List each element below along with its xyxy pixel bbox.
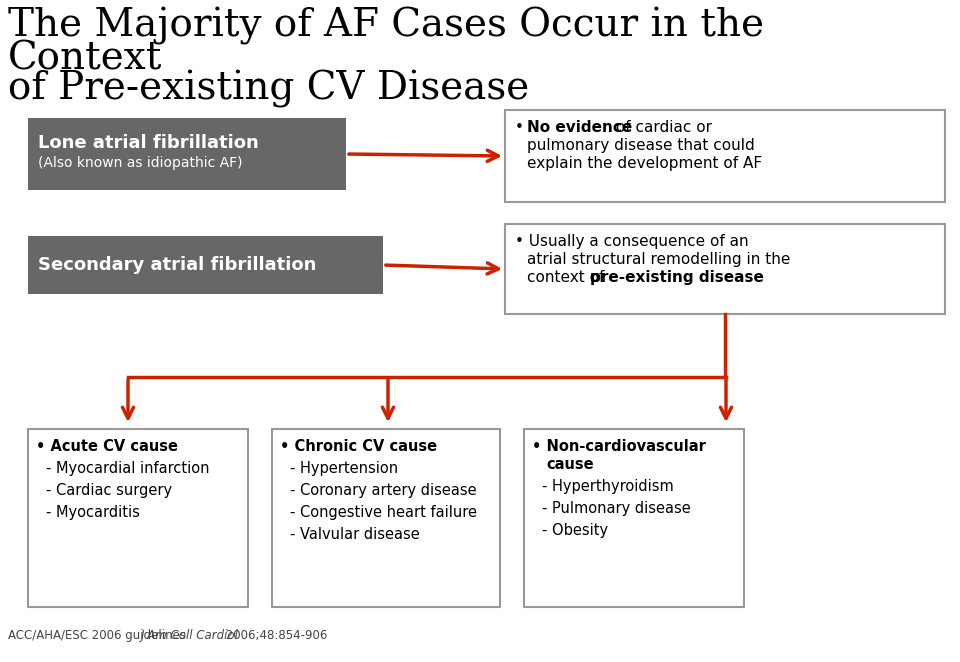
Text: •: • (515, 120, 529, 135)
Text: • Non-cardiovascular: • Non-cardiovascular (532, 439, 706, 454)
Text: - Coronary artery disease: - Coronary artery disease (290, 483, 476, 498)
Text: explain the development of AF: explain the development of AF (527, 156, 762, 171)
Text: - Obesity: - Obesity (542, 523, 608, 538)
Text: The Majority of AF Cases Occur in the: The Majority of AF Cases Occur in the (8, 7, 764, 45)
Text: - Hypertension: - Hypertension (290, 461, 398, 476)
Text: pre-existing disease: pre-existing disease (590, 270, 764, 285)
Text: context of: context of (527, 270, 610, 285)
Text: - Congestive heart failure: - Congestive heart failure (290, 505, 477, 520)
Text: cause: cause (546, 457, 593, 472)
Text: • Chronic CV cause: • Chronic CV cause (280, 439, 437, 454)
FancyBboxPatch shape (505, 110, 945, 202)
FancyBboxPatch shape (524, 429, 744, 607)
Text: of cardiac or: of cardiac or (611, 120, 712, 135)
Text: 2006;48:854-906: 2006;48:854-906 (222, 629, 327, 642)
Text: No evidence: No evidence (527, 120, 633, 135)
Text: J Am Coll Cardiol: J Am Coll Cardiol (141, 629, 239, 642)
Text: atrial structural remodelling in the: atrial structural remodelling in the (527, 252, 790, 267)
Text: ACC/AHA/ESC 2006 guidelines: ACC/AHA/ESC 2006 guidelines (8, 629, 190, 642)
FancyBboxPatch shape (272, 429, 500, 607)
Text: Secondary atrial fibrillation: Secondary atrial fibrillation (38, 256, 317, 274)
FancyBboxPatch shape (505, 224, 945, 314)
Text: - Myocarditis: - Myocarditis (46, 505, 140, 520)
Text: • Usually a consequence of an: • Usually a consequence of an (515, 234, 749, 249)
Text: - Myocardial infarction: - Myocardial infarction (46, 461, 209, 476)
Text: - Pulmonary disease: - Pulmonary disease (542, 501, 691, 516)
Text: - Cardiac surgery: - Cardiac surgery (46, 483, 172, 498)
Text: (Also known as idiopathic AF): (Also known as idiopathic AF) (38, 156, 243, 170)
Text: Lone atrial fibrillation: Lone atrial fibrillation (38, 134, 259, 152)
Text: - Hyperthyroidism: - Hyperthyroidism (542, 479, 674, 494)
FancyBboxPatch shape (28, 429, 248, 607)
Text: of Pre-existing CV Disease: of Pre-existing CV Disease (8, 70, 529, 108)
Text: - Valvular disease: - Valvular disease (290, 527, 420, 542)
Text: pulmonary disease that could: pulmonary disease that could (527, 138, 755, 153)
Text: Context: Context (8, 41, 162, 78)
FancyBboxPatch shape (28, 236, 383, 294)
FancyBboxPatch shape (28, 118, 346, 190)
Text: • Acute CV cause: • Acute CV cause (36, 439, 178, 454)
